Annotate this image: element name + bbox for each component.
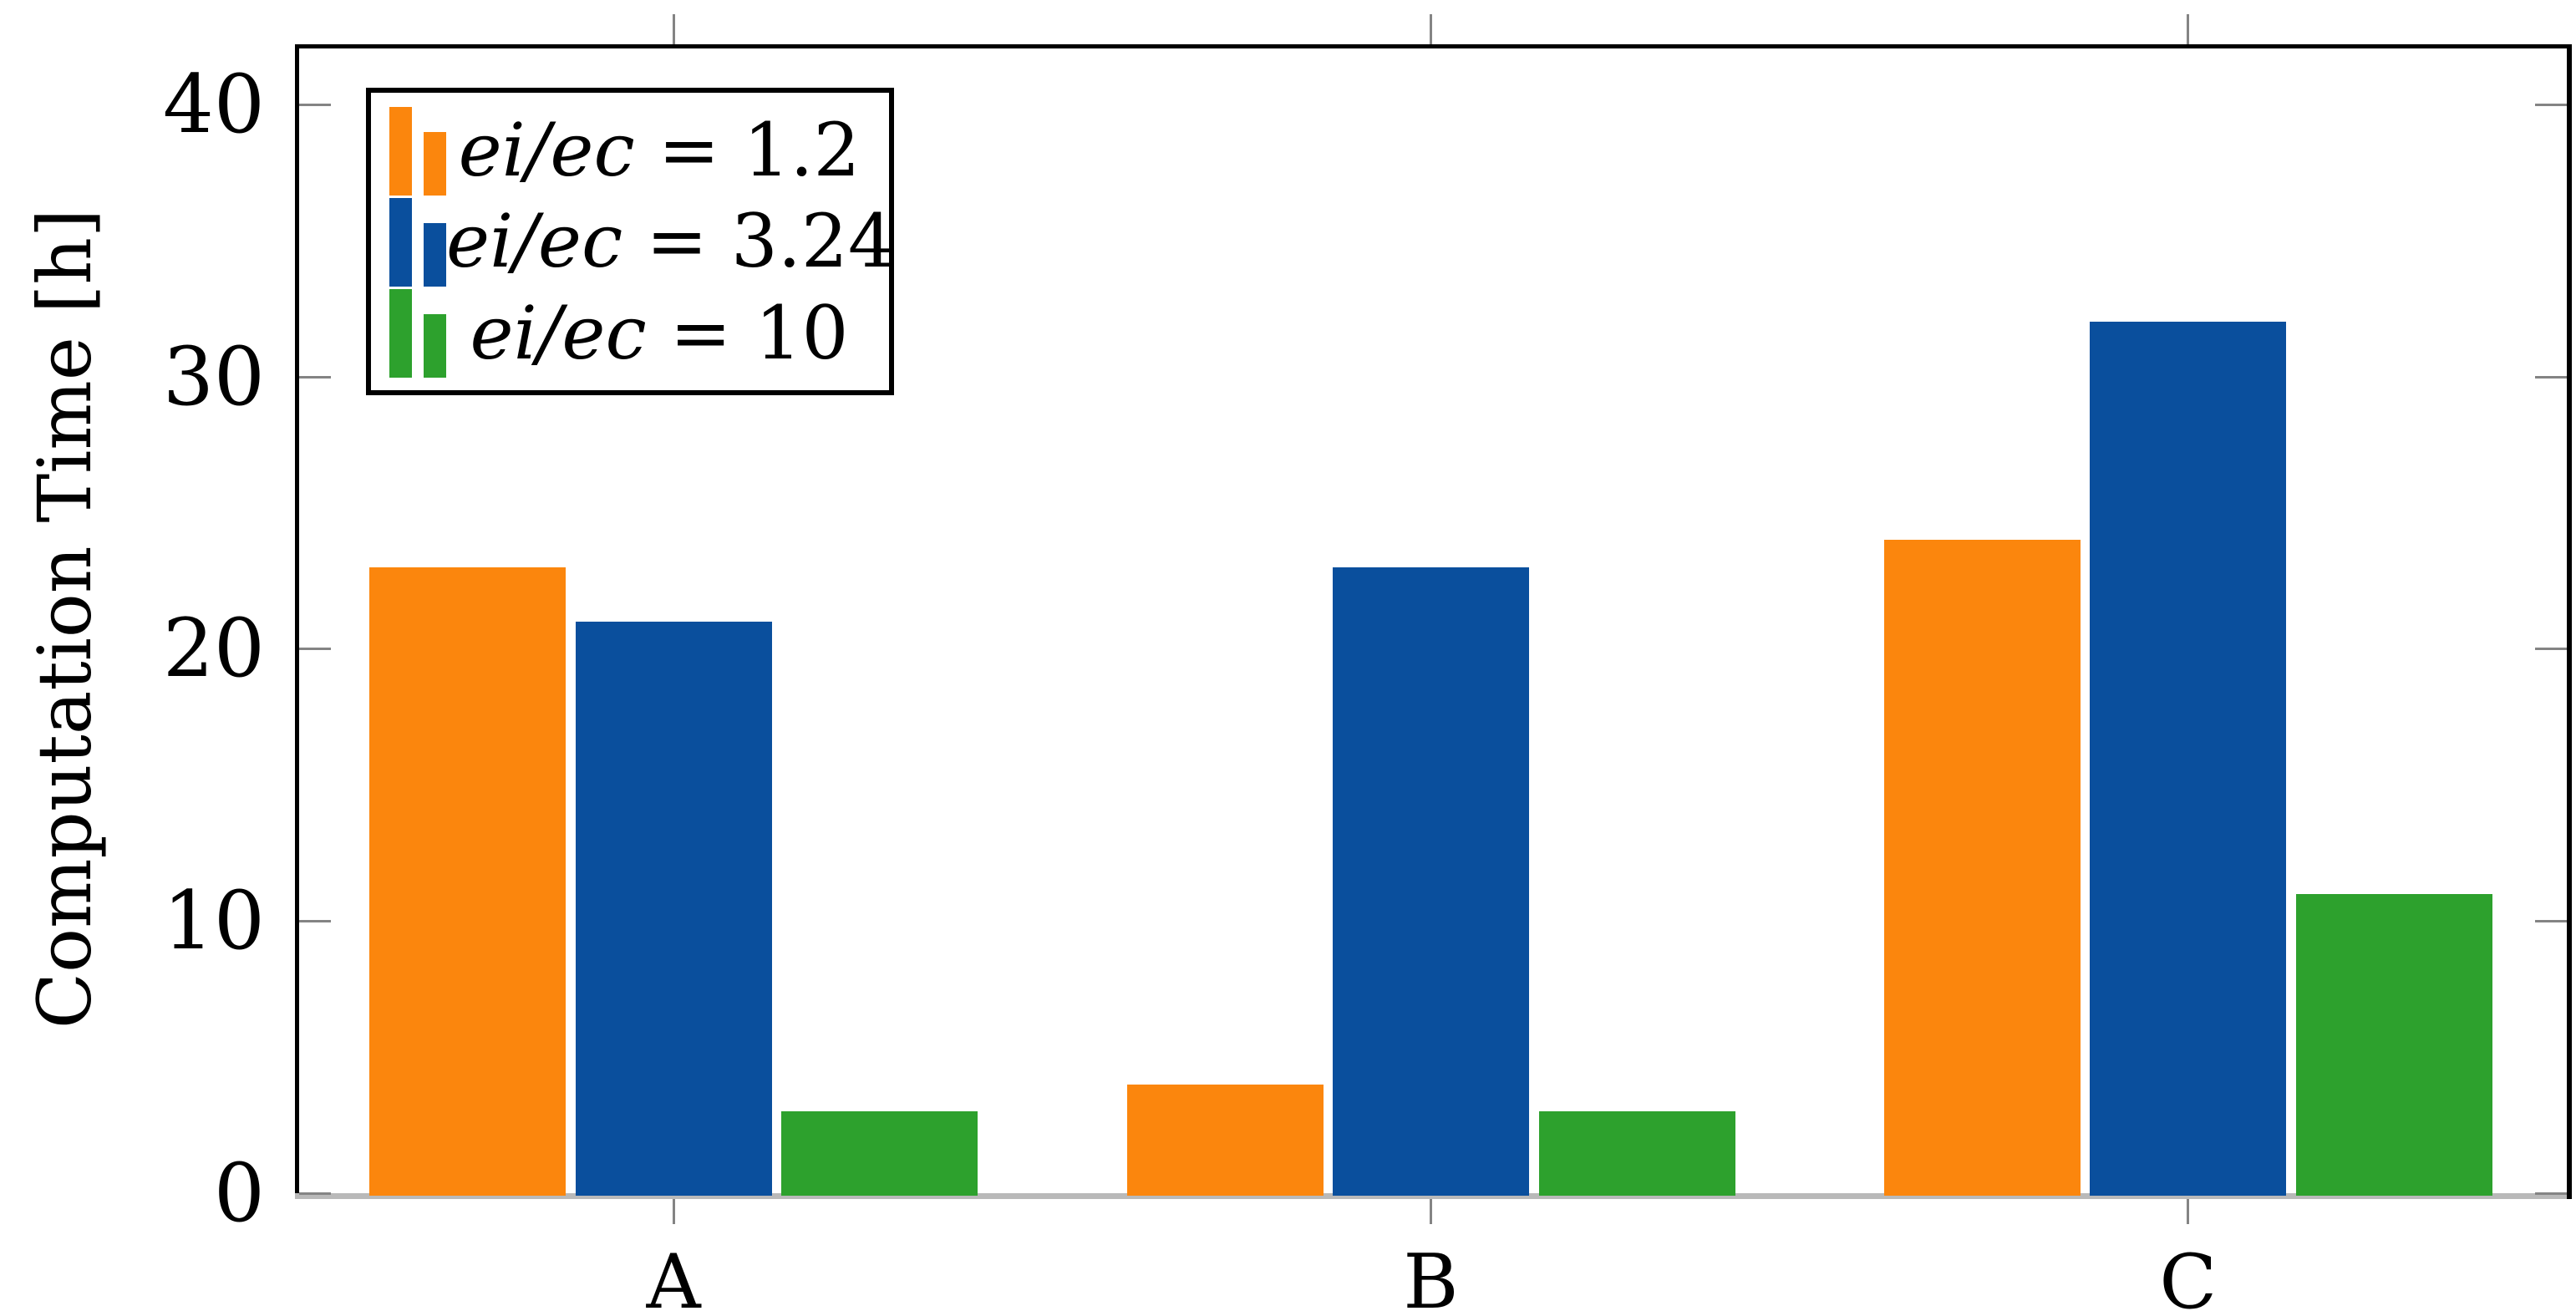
bar-C-series-2 [2295,893,2492,1196]
y-tick-label: 0 [213,1146,265,1240]
y-tick-right [2535,920,2567,923]
bar-B-series-1 [1333,567,1529,1196]
x-tick-label: C [2159,1238,2218,1311]
x-axis-line [295,1193,2572,1199]
legend-label: ei/ec = 10 [470,289,849,376]
x-tick-top [2187,14,2190,44]
y-tick-right [2535,103,2567,106]
legend-label: ei/ec = 1.2 [458,107,861,194]
x-tick-bottom [1430,1199,1432,1224]
legend-swatch-icon [389,196,446,287]
bar-C-series-1 [2090,322,2287,1196]
legend-swatch-icon [389,287,446,379]
legend-swatch-bar [389,106,412,196]
x-tick-label: A [646,1238,701,1311]
legend-swatch-bar [424,131,446,196]
bar-C-series-0 [1883,540,2081,1196]
y-tick-left [299,648,331,651]
bar-A-series-0 [369,567,567,1196]
x-tick-label: B [1403,1238,1459,1311]
legend-swatch-bar [389,197,412,287]
legend-label: ei/ec = 3.24 [446,198,895,285]
legend: ei/ec = 1.2 ei/ec = 3.24 ei/ec = 10 [366,88,895,395]
right-frame-line [2567,44,2572,1199]
y-tick-label: 30 [162,329,265,424]
legend-row: ei/ec = 1.2 [389,105,872,196]
x-tick-top [1430,14,1432,44]
legend-swatch-bar [424,222,446,287]
x-tick-top [672,14,675,44]
y-tick-label: 20 [162,602,265,696]
top-frame-line [295,44,2572,48]
legend-swatch-bar [389,289,412,379]
y-tick-left [299,103,331,106]
bar-B-series-0 [1126,1084,1324,1196]
legend-swatch-bar [424,314,446,379]
y-tick-right [2535,375,2567,379]
legend-swatch-icon [389,105,446,196]
bar-A-series-2 [781,1111,978,1196]
y-tick-left [299,1192,331,1195]
bar-B-series-2 [1538,1111,1735,1196]
legend-row: ei/ec = 3.24 [389,196,895,287]
y-tick-right [2535,1192,2567,1195]
y-tick-right [2535,648,2567,651]
bar-A-series-1 [575,621,772,1196]
y-tick-label: 40 [162,57,265,151]
y-axis-line [295,44,299,1193]
x-tick-bottom [672,1199,675,1224]
y-tick-left [299,375,331,379]
y-tick-left [299,920,331,923]
x-tick-bottom [2187,1199,2190,1224]
y-tick-label: 10 [162,874,265,968]
legend-row: ei/ec = 10 [389,287,872,379]
